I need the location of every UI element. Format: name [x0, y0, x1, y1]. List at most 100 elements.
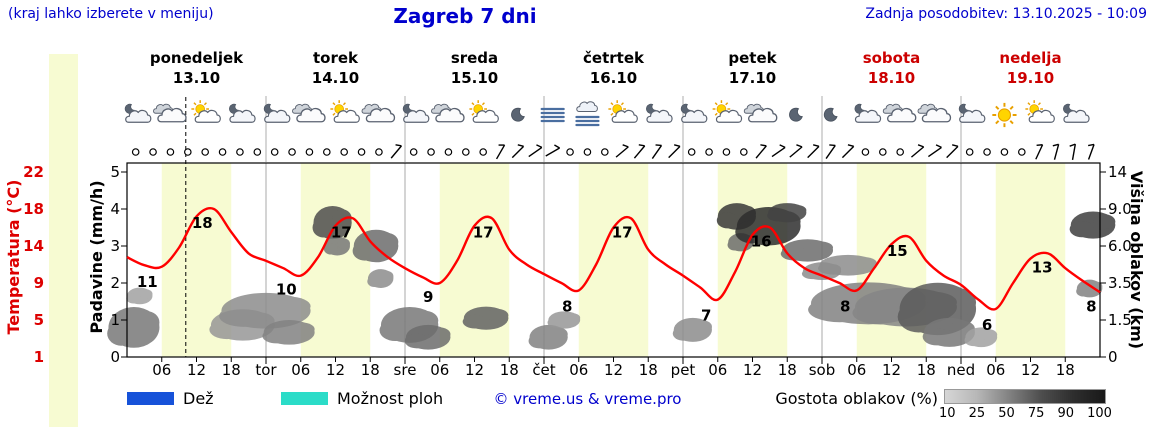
wind-barb-icon [615, 144, 629, 158]
wind-calm-icon [288, 148, 296, 156]
wind-calm-icon [583, 148, 592, 156]
cloud-blob [323, 236, 350, 256]
cloud-axis-tick: 14 [1108, 163, 1127, 181]
precip-axis-tick: 2 [110, 274, 120, 292]
day-name: sobota [863, 49, 921, 67]
x-axis-label: 18 [917, 361, 936, 379]
wind-calm-icon [184, 148, 192, 156]
legend: Dež Možnost ploh © vreme.us & vreme.pro … [0, 385, 1152, 443]
day-band [717, 163, 788, 357]
wind-calm-icon [218, 148, 227, 156]
temperature-value-label: 17 [331, 223, 352, 241]
temperature-value-label: 7 [701, 307, 711, 325]
wind-barb-icon [841, 144, 855, 159]
cloud-axis-tick: 0 [1108, 348, 1118, 366]
cloud-blob [219, 292, 311, 329]
copyright-link[interactable]: © vreme.us & vreme.pro [493, 390, 682, 408]
cloud-blob [528, 324, 568, 350]
x-axis-label: 12 [465, 361, 484, 379]
x-axis-label: 12 [882, 361, 901, 379]
day-date: 16.10 [590, 69, 637, 87]
cloud-blob [547, 311, 581, 329]
wind-barb-icon [910, 144, 925, 158]
day-date: 19.10 [1007, 69, 1054, 87]
wind-calm-icon [305, 148, 314, 156]
temperature-curve [126, 206, 1101, 311]
day-name: ponedeljek [150, 49, 244, 67]
wind-barb-icon [528, 144, 543, 158]
wind-calm-icon [722, 148, 731, 156]
cloud-blob [780, 239, 834, 262]
temp-axis-tick: 9 [34, 274, 44, 292]
cloud-blob [1069, 211, 1116, 239]
fog-cloud-icon [575, 101, 600, 127]
cloud-axis-tick: 1.5 [1108, 311, 1132, 329]
x-axis-label: 12 [743, 361, 762, 379]
temp-axis-tick: 1 [34, 348, 44, 366]
wind-calm-icon [444, 148, 453, 156]
temperature-value-label: 15 [887, 242, 908, 260]
cloud-icon [882, 103, 917, 123]
wind-calm-icon [879, 148, 887, 156]
temperature-value-label: 8 [840, 297, 850, 315]
sun-cloud-icon [191, 100, 221, 123]
wind-calm-icon [1018, 148, 1026, 156]
wind-barb-icon [1069, 143, 1077, 161]
x-axis-label: 18 [222, 361, 241, 379]
wind-calm-icon [149, 148, 157, 156]
temperature-value-label: 18 [192, 214, 213, 232]
wind-calm-icon [427, 148, 435, 156]
x-axis-label: 06 [569, 361, 588, 379]
rain-swatch [127, 392, 174, 405]
wind-calm-icon [462, 148, 470, 156]
cloud-blob [462, 306, 509, 330]
temperature-value-label: 17 [612, 223, 633, 241]
temperature-value-label: 11 [137, 273, 158, 291]
wind-calm-icon [601, 148, 609, 156]
cloud-blob [767, 203, 807, 223]
x-axis-label: 06 [708, 361, 727, 379]
cloud-blob [672, 317, 712, 342]
moon-cloud-icon [124, 103, 152, 123]
wind-calm-icon [861, 148, 870, 156]
x-axis-label: 18 [1056, 361, 1075, 379]
wind-calm-icon [965, 148, 974, 156]
day-band [578, 163, 649, 357]
sun-cloud-icon [469, 100, 499, 123]
precip-axis-tick: 1 [110, 311, 120, 329]
x-axis-label: 18 [639, 361, 658, 379]
wind-calm-icon [705, 148, 713, 156]
day-band [300, 163, 371, 357]
x-axis-label: 06 [986, 361, 1005, 379]
cloud-axis-tick: 9.0 [1108, 200, 1132, 218]
wind-barb-icon [651, 144, 663, 159]
wind-barb-icon [668, 144, 681, 159]
wind-calm-icon [687, 148, 696, 156]
temperature-value-label: 10 [276, 281, 297, 299]
cloud-density-scale-labels: 10 25 50 75 90 100 [939, 406, 1112, 421]
cloud-blob [262, 320, 315, 345]
day-date: 13.10 [173, 69, 220, 87]
cloud-icon [743, 103, 778, 123]
moon-cloud-icon [646, 103, 673, 123]
day-date: 17.10 [729, 69, 776, 87]
moon-cloud-icon [680, 103, 708, 123]
day-name: petek [728, 49, 777, 67]
wind-calm-icon [270, 148, 279, 156]
wind-calm-icon [983, 148, 991, 156]
moon-icon [823, 107, 838, 122]
cloud-scale-value: 90 [1057, 406, 1075, 421]
sun-cloud-icon [608, 100, 638, 123]
temperature-value-label: 8 [1086, 297, 1096, 315]
wind-barb-icon [927, 144, 942, 158]
sun-cloud-icon [330, 100, 360, 123]
x-axis-label: čet [532, 361, 555, 379]
wind-barb-icon [1087, 143, 1095, 160]
cloud-scale-value: 100 [1087, 406, 1112, 421]
wind-calm-icon [566, 148, 574, 156]
temp-axis-tick: 22 [23, 163, 44, 181]
x-axis-label: 06 [430, 361, 449, 379]
day-name: sreda [451, 49, 498, 67]
